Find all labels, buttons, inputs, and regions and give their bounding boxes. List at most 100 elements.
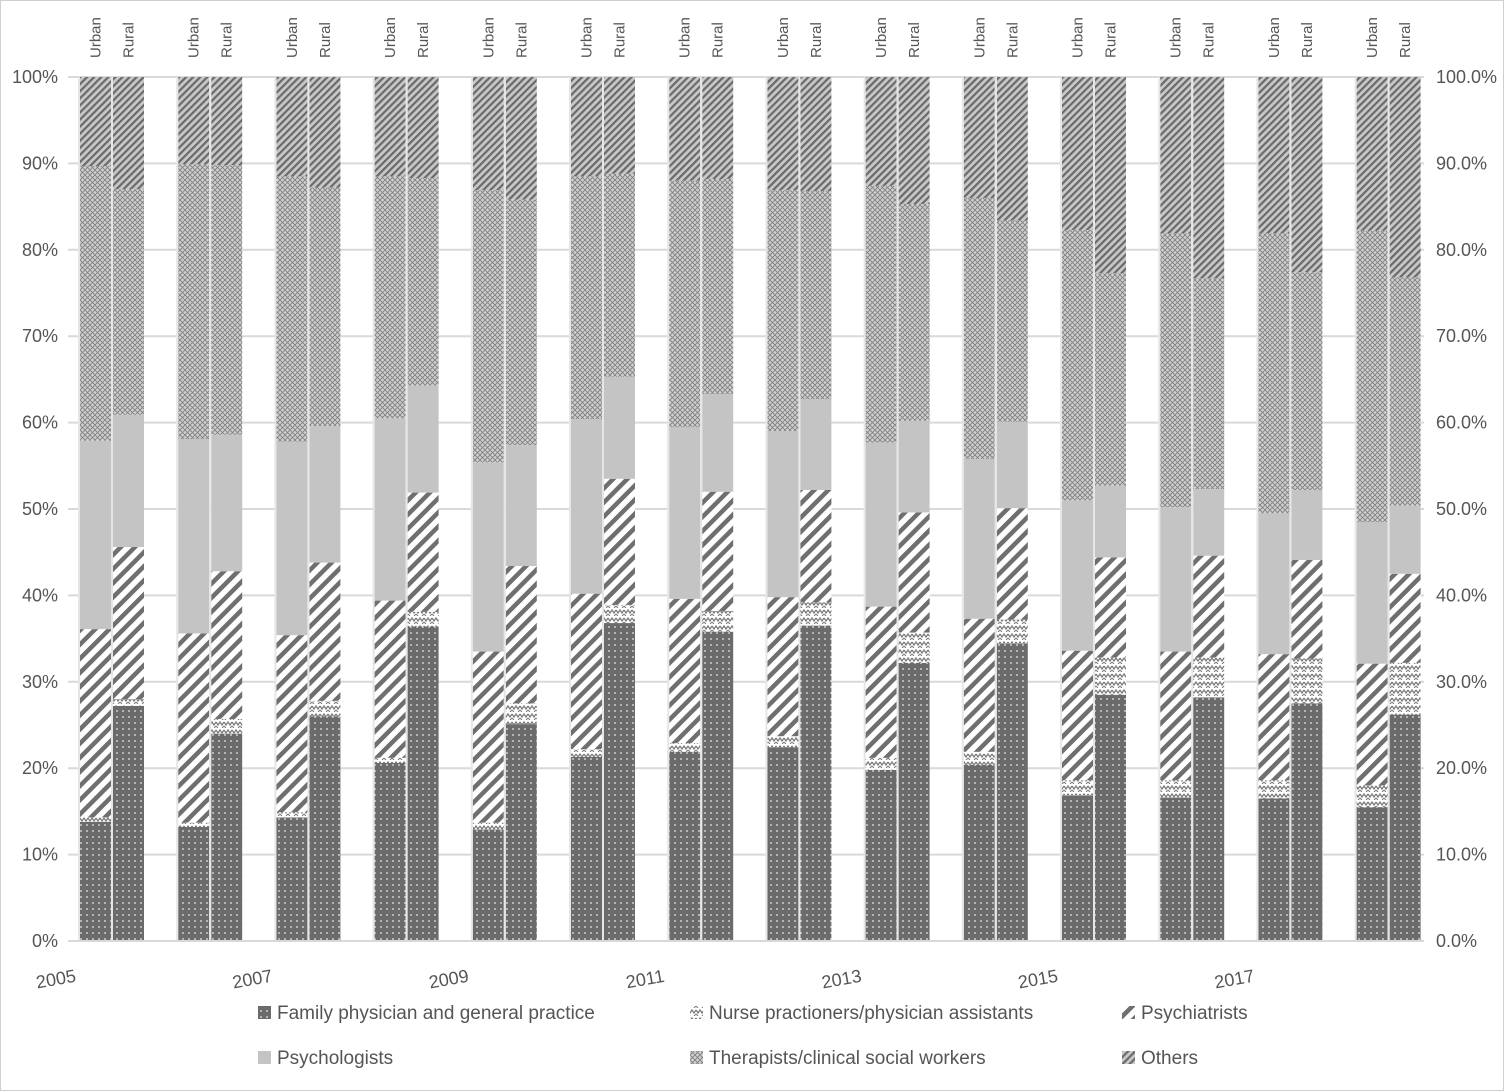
bar-segment-rural-2009-3 bbox=[505, 445, 537, 567]
bar-segment-rural-2005-0 bbox=[113, 705, 144, 941]
bar-segment-urban-2016-3 bbox=[1160, 507, 1192, 652]
bar-segment-urban-2014-3 bbox=[963, 458, 995, 619]
bar-segment-rural-2006-2 bbox=[211, 571, 243, 719]
bar-segment-urban-2005-0 bbox=[80, 821, 111, 941]
bar-segment-urban-2011-0 bbox=[669, 751, 701, 941]
bar-segment-rural-2009-0 bbox=[505, 724, 537, 941]
bar-segment-rural-2014-0 bbox=[996, 643, 1028, 941]
bar-label-urban-2014: Urban bbox=[971, 17, 988, 58]
bar-segments bbox=[78, 77, 1421, 941]
bar-segment-rural-2016-2 bbox=[1193, 555, 1225, 658]
bar-segment-urban-2011-5 bbox=[669, 77, 701, 181]
bar-segment-rural-2008-3 bbox=[407, 385, 439, 493]
bar-segment-urban-2011-3 bbox=[669, 426, 701, 599]
bar-segment-rural-2009-1 bbox=[505, 703, 537, 725]
y-left-tick-label: 70% bbox=[22, 326, 58, 346]
bar-segment-rural-2013-0 bbox=[898, 662, 930, 941]
x-tick-label: 2017 bbox=[1213, 966, 1256, 993]
bar-segment-rural-2011-1 bbox=[702, 610, 734, 632]
bar-label-rural-2014: Rural bbox=[1004, 22, 1021, 58]
x-tick-label: 2011 bbox=[624, 966, 666, 992]
bar-segment-urban-2013-5 bbox=[865, 77, 897, 186]
bar-segment-rural-2007-0 bbox=[309, 716, 341, 941]
bar-segment-rural-2018-1 bbox=[1389, 662, 1421, 715]
bar-segment-rural-2013-3 bbox=[898, 420, 930, 513]
bar-segment-urban-2018-5 bbox=[1356, 77, 1388, 231]
bar-segment-urban-2006-1 bbox=[178, 822, 210, 827]
legend-label: Others bbox=[1141, 1048, 1198, 1069]
bar-segment-rural-2014-1 bbox=[996, 619, 1028, 644]
bar-label-rural-2018: Rural bbox=[1397, 22, 1414, 58]
bar-segment-rural-2009-4 bbox=[505, 199, 537, 446]
bar-segment-rural-2017-4 bbox=[1291, 272, 1323, 490]
bar-segment-urban-2018-3 bbox=[1356, 521, 1388, 664]
bar-segment-urban-2012-5 bbox=[767, 77, 799, 191]
bar-segment-rural-2011-5 bbox=[702, 77, 734, 179]
bar-segment-rural-2017-5 bbox=[1291, 77, 1323, 273]
bar-segment-rural-2006-5 bbox=[211, 77, 243, 166]
bar-label-rural-2006: Rural bbox=[219, 22, 236, 58]
x-tick-label: 2015 bbox=[1017, 966, 1060, 993]
bar-segment-rural-2005-5 bbox=[113, 77, 144, 190]
bar-segment-urban-2008-5 bbox=[374, 77, 406, 177]
bar-label-rural-2016: Rural bbox=[1201, 22, 1218, 58]
bar-segment-rural-2015-0 bbox=[1095, 694, 1126, 941]
y-left-tick-label: 10% bbox=[22, 845, 58, 865]
y-right-tick-label: 0.0% bbox=[1436, 931, 1477, 951]
bar-segment-rural-2006-1 bbox=[211, 718, 243, 734]
bar-segment-urban-2006-2 bbox=[178, 633, 210, 823]
bar-segment-urban-2010-3 bbox=[571, 419, 602, 594]
bar-segment-rural-2010-2 bbox=[604, 478, 635, 605]
bar-segment-rural-2015-4 bbox=[1095, 273, 1126, 486]
bar-label-urban-2008: Urban bbox=[382, 17, 399, 58]
bar-segment-urban-2017-3 bbox=[1258, 513, 1290, 655]
bar-segment-rural-2015-2 bbox=[1095, 557, 1126, 658]
bar-segment-urban-2012-4 bbox=[767, 190, 799, 432]
bar-segment-urban-2007-4 bbox=[276, 176, 308, 442]
bar-segment-urban-2009-0 bbox=[472, 829, 504, 941]
legend-label: Psychologists bbox=[277, 1048, 393, 1069]
y-left-tick-label: 100% bbox=[12, 67, 58, 87]
bar-segment-urban-2007-0 bbox=[276, 817, 308, 941]
y-right-tick-label: 40.0% bbox=[1436, 585, 1487, 605]
bar-segment-rural-2010-5 bbox=[604, 77, 635, 174]
bar-segment-urban-2017-2 bbox=[1258, 654, 1290, 781]
bar-segment-urban-2014-0 bbox=[963, 764, 995, 941]
bar-segment-urban-2013-0 bbox=[865, 769, 897, 941]
bar-segment-urban-2015-5 bbox=[1062, 77, 1093, 230]
y-left-tick-label: 40% bbox=[22, 585, 58, 605]
bar-segment-urban-2011-1 bbox=[669, 743, 701, 752]
y-right-tick-label: 70.0% bbox=[1436, 326, 1487, 346]
bar-segment-urban-2016-0 bbox=[1160, 797, 1192, 941]
bar-segment-urban-2007-3 bbox=[276, 441, 308, 636]
bar-label-rural-2005: Rural bbox=[121, 22, 138, 58]
bar-segment-rural-2013-1 bbox=[898, 632, 930, 663]
bar-segment-urban-2018-2 bbox=[1356, 663, 1388, 786]
bar-label-urban-2013: Urban bbox=[873, 17, 890, 58]
bar-segment-urban-2017-0 bbox=[1258, 798, 1290, 941]
bar-segment-rural-2016-0 bbox=[1193, 697, 1225, 941]
bar-segment-rural-2008-1 bbox=[407, 611, 439, 627]
bar-segment-rural-2018-4 bbox=[1389, 277, 1421, 506]
bar-segment-urban-2007-2 bbox=[276, 635, 308, 813]
bar-segment-urban-2016-1 bbox=[1160, 780, 1192, 798]
y-right-tick-label: 100.0% bbox=[1436, 67, 1497, 87]
bar-segment-rural-2009-2 bbox=[505, 566, 537, 704]
bar-segment-rural-2005-4 bbox=[113, 189, 144, 415]
bar-segment-rural-2015-5 bbox=[1095, 77, 1126, 274]
y-left-tick-label: 50% bbox=[22, 499, 58, 519]
bar-label-rural-2011: Rural bbox=[710, 22, 727, 58]
bar-segment-rural-2016-4 bbox=[1193, 278, 1225, 490]
legend-label: Psychiatrists bbox=[1141, 1003, 1248, 1024]
bar-segment-rural-2012-2 bbox=[800, 489, 832, 603]
legend-swatch bbox=[690, 1006, 703, 1019]
bar-segment-rural-2007-3 bbox=[309, 426, 341, 563]
bar-segment-rural-2012-3 bbox=[800, 399, 832, 490]
bar-segment-urban-2010-5 bbox=[571, 77, 602, 177]
bar-segment-urban-2009-3 bbox=[472, 462, 504, 652]
y-right-tick-label: 80.0% bbox=[1436, 240, 1487, 260]
bar-segment-rural-2009-5 bbox=[505, 77, 537, 200]
bar-segment-urban-2016-2 bbox=[1160, 651, 1192, 781]
legend-swatch bbox=[1122, 1006, 1135, 1019]
bar-segment-urban-2008-4 bbox=[374, 176, 406, 419]
